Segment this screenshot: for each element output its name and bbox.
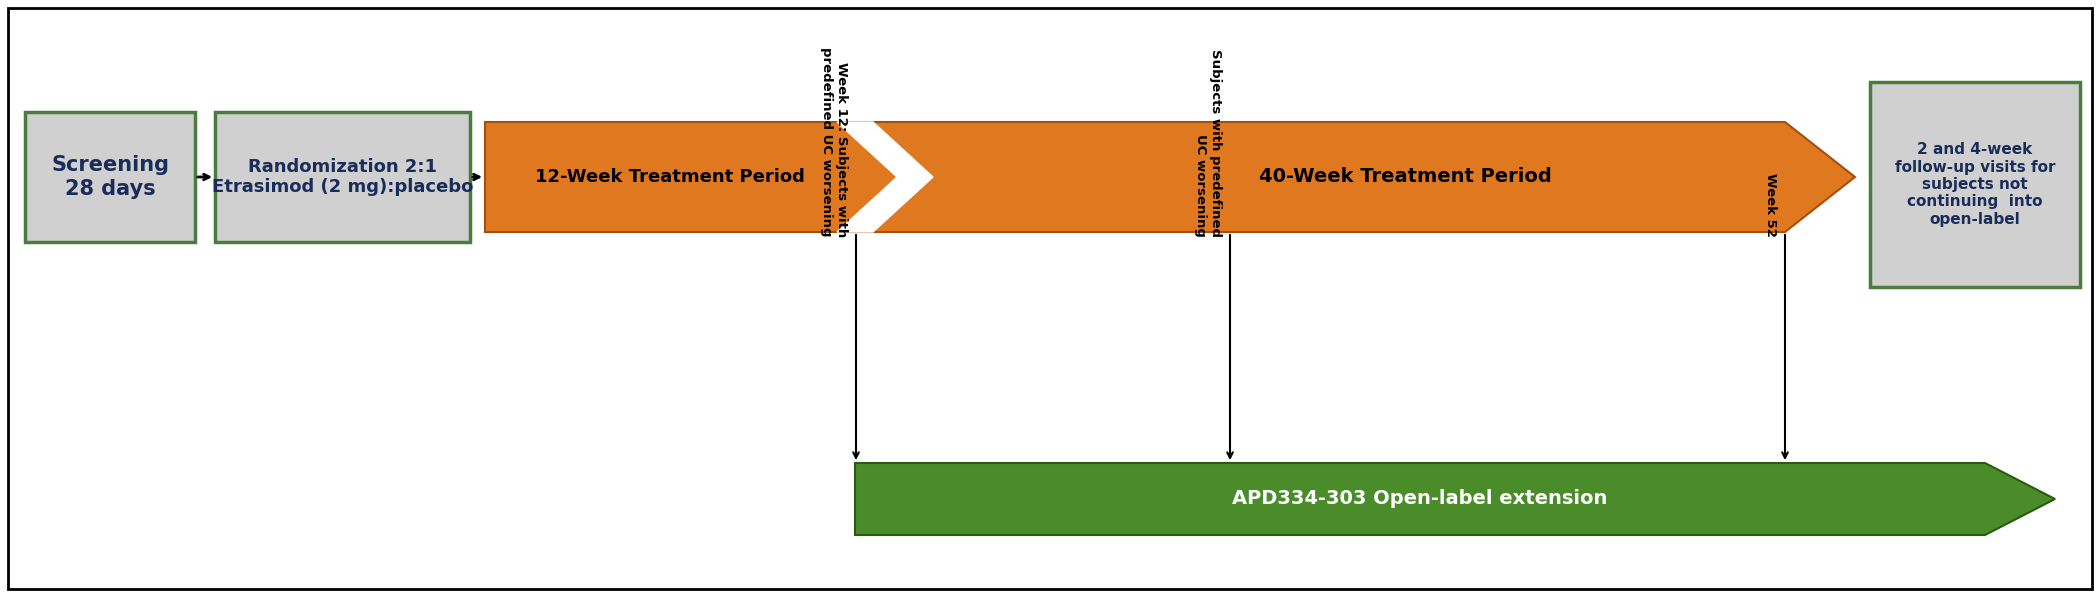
Polygon shape [485, 122, 1854, 232]
Text: 40-Week Treatment Period: 40-Week Treatment Period [1258, 168, 1552, 186]
FancyBboxPatch shape [8, 8, 2092, 589]
FancyBboxPatch shape [214, 112, 470, 242]
Polygon shape [855, 463, 2056, 535]
Text: 2 and 4-week
follow-up visits for
subjects not
continuing  into
open-label: 2 and 4-week follow-up visits for subjec… [1894, 142, 2056, 227]
Text: Randomization 2:1
Etrasimod (2 mg):placebo: Randomization 2:1 Etrasimod (2 mg):place… [212, 158, 472, 196]
Text: Screening
28 days: Screening 28 days [50, 155, 168, 199]
Text: APD334-303 Open-label extension: APD334-303 Open-label extension [1233, 490, 1609, 509]
Text: Subjects with predefined
UC worsening: Subjects with predefined UC worsening [1195, 49, 1222, 237]
Text: Week 12: Subjects with
predefined UC worsening: Week 12: Subjects with predefined UC wor… [819, 48, 848, 237]
Text: Week 52: Week 52 [1764, 173, 1777, 237]
FancyBboxPatch shape [25, 112, 195, 242]
Polygon shape [838, 122, 932, 232]
FancyBboxPatch shape [1869, 82, 2079, 287]
Text: 12-Week Treatment Period: 12-Week Treatment Period [536, 168, 804, 186]
